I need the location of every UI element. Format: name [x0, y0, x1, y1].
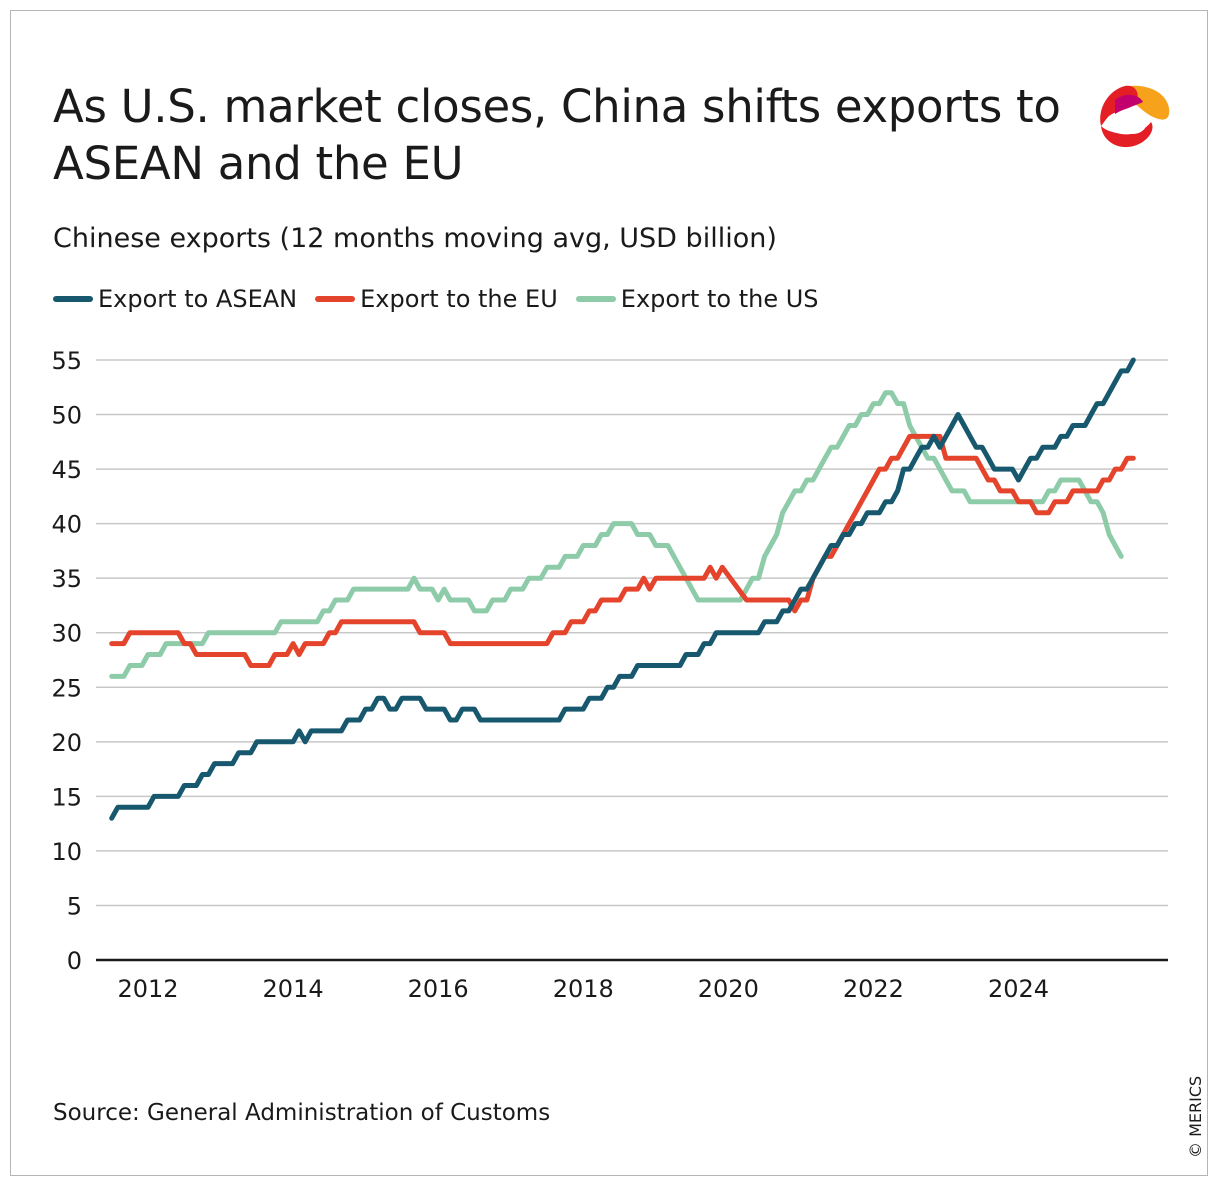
source-note: Source: General Administration of Custom…	[53, 1100, 551, 1126]
y-tick-label: 15	[51, 783, 82, 811]
legend-item-us: Export to the US	[575, 285, 819, 313]
chart-title: As U.S. market closes, China shifts expo…	[53, 80, 1061, 190]
copyright-note: © MERICS	[1186, 1075, 1205, 1158]
x-tick-label: 2024	[988, 975, 1049, 1003]
legend-item-eu: Export to the EU	[315, 285, 558, 313]
series-line-export-to-the-us	[109, 390, 1124, 679]
y-tick-label: 50	[51, 402, 82, 430]
series-line-export-to-the-eu	[109, 433, 1136, 668]
series-line-export-to-asean	[109, 357, 1136, 821]
y-tick-label: 40	[51, 511, 82, 539]
chart-frame	[10, 10, 1208, 1176]
y-tick-label: 0	[67, 947, 82, 975]
chart-legend: Export to ASEAN Export to the EU Export …	[53, 285, 837, 313]
legend-swatch-us	[575, 296, 616, 302]
legend-item-asean: Export to ASEAN	[53, 285, 297, 313]
line-chart: 0 5 10 15 20 25 30 35 40 45 50 55 2012 2014 2016 2018 20…	[51, 347, 1168, 1003]
y-tick-label: 25	[51, 674, 82, 702]
merics-logo-icon	[1100, 85, 1170, 148]
legend-label-asean: Export to ASEAN	[98, 285, 298, 313]
y-tick-label: 55	[51, 347, 82, 375]
y-tick-label: 10	[51, 838, 82, 866]
x-tick-label: 2016	[408, 975, 469, 1003]
legend-swatch-asean	[53, 296, 93, 302]
y-tick-label: 35	[51, 565, 82, 593]
chart-subtitle: Chinese exports (12 months moving avg, U…	[53, 223, 777, 254]
y-tick-label: 30	[51, 620, 82, 648]
x-tick-label: 2018	[553, 975, 614, 1003]
legend-swatch-eu	[315, 296, 356, 302]
x-tick-label: 2014	[263, 975, 324, 1003]
x-tick-label: 2022	[843, 975, 904, 1003]
legend-label-us: Export to the US	[620, 285, 819, 313]
y-tick-label: 20	[51, 729, 82, 757]
y-tick-label: 5	[67, 892, 82, 920]
x-tick-label: 2012	[117, 975, 178, 1003]
x-tick-label: 2020	[698, 975, 759, 1003]
y-tick-label: 45	[51, 456, 82, 484]
legend-label-eu: Export to the EU	[360, 285, 558, 313]
